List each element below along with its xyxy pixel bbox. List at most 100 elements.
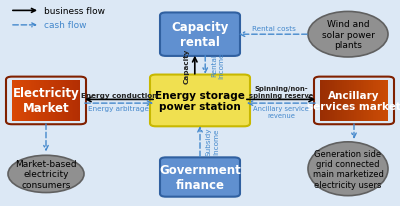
FancyBboxPatch shape	[26, 80, 28, 122]
Ellipse shape	[8, 156, 84, 193]
FancyBboxPatch shape	[322, 80, 324, 122]
FancyBboxPatch shape	[44, 80, 46, 122]
FancyBboxPatch shape	[75, 80, 77, 122]
Text: Electricity
Market: Electricity Market	[13, 87, 79, 115]
FancyBboxPatch shape	[374, 80, 376, 122]
Text: Rental costs: Rental costs	[252, 26, 296, 32]
FancyBboxPatch shape	[58, 80, 60, 122]
FancyBboxPatch shape	[22, 80, 24, 122]
FancyBboxPatch shape	[349, 80, 351, 122]
Text: Government
finance: Government finance	[159, 163, 241, 191]
FancyBboxPatch shape	[376, 80, 378, 122]
FancyBboxPatch shape	[78, 80, 80, 122]
FancyBboxPatch shape	[38, 80, 40, 122]
Text: Market-based
electricity
consumers: Market-based electricity consumers	[15, 159, 77, 189]
Text: Ancillary
services market: Ancillary services market	[307, 90, 400, 112]
FancyBboxPatch shape	[383, 80, 385, 122]
FancyBboxPatch shape	[72, 80, 74, 122]
FancyBboxPatch shape	[50, 80, 52, 122]
FancyBboxPatch shape	[335, 80, 338, 122]
FancyBboxPatch shape	[34, 80, 36, 122]
FancyBboxPatch shape	[150, 75, 250, 127]
FancyBboxPatch shape	[19, 80, 21, 122]
FancyBboxPatch shape	[344, 80, 346, 122]
FancyBboxPatch shape	[41, 80, 43, 122]
Ellipse shape	[308, 142, 388, 196]
FancyBboxPatch shape	[381, 80, 383, 122]
FancyBboxPatch shape	[323, 80, 326, 122]
FancyBboxPatch shape	[73, 80, 75, 122]
Text: business flow: business flow	[44, 7, 105, 16]
FancyBboxPatch shape	[347, 80, 349, 122]
FancyBboxPatch shape	[342, 80, 344, 122]
FancyBboxPatch shape	[17, 80, 19, 122]
FancyBboxPatch shape	[68, 80, 70, 122]
FancyBboxPatch shape	[358, 80, 360, 122]
Text: Rental
Income: Rental Income	[211, 52, 224, 79]
FancyBboxPatch shape	[20, 80, 22, 122]
FancyBboxPatch shape	[325, 80, 327, 122]
FancyBboxPatch shape	[65, 80, 67, 122]
FancyBboxPatch shape	[48, 80, 50, 122]
FancyBboxPatch shape	[12, 80, 14, 122]
Text: Generation side
grid connected
main marketized
electricity users: Generation side grid connected main mark…	[312, 149, 384, 189]
Text: Capacity
rental: Capacity rental	[171, 21, 229, 49]
Ellipse shape	[308, 12, 388, 58]
FancyBboxPatch shape	[77, 80, 79, 122]
FancyBboxPatch shape	[354, 80, 356, 122]
FancyBboxPatch shape	[327, 80, 329, 122]
FancyBboxPatch shape	[60, 80, 62, 122]
FancyBboxPatch shape	[36, 80, 38, 122]
FancyBboxPatch shape	[29, 80, 31, 122]
FancyBboxPatch shape	[362, 80, 365, 122]
Text: Energy arbitrage: Energy arbitrage	[88, 105, 149, 111]
FancyBboxPatch shape	[70, 80, 72, 122]
FancyBboxPatch shape	[340, 80, 342, 122]
Text: Energy conduction: Energy conduction	[81, 92, 157, 98]
FancyBboxPatch shape	[160, 13, 240, 57]
FancyBboxPatch shape	[337, 80, 339, 122]
FancyBboxPatch shape	[56, 80, 58, 122]
FancyBboxPatch shape	[27, 80, 30, 122]
FancyBboxPatch shape	[61, 80, 63, 122]
FancyBboxPatch shape	[386, 80, 388, 122]
FancyBboxPatch shape	[352, 80, 354, 122]
FancyBboxPatch shape	[14, 80, 16, 122]
FancyBboxPatch shape	[369, 80, 371, 122]
FancyBboxPatch shape	[350, 80, 353, 122]
FancyBboxPatch shape	[53, 80, 55, 122]
FancyBboxPatch shape	[54, 80, 57, 122]
FancyBboxPatch shape	[31, 80, 33, 122]
FancyBboxPatch shape	[339, 80, 341, 122]
FancyBboxPatch shape	[373, 80, 375, 122]
FancyBboxPatch shape	[380, 80, 382, 122]
FancyBboxPatch shape	[24, 80, 26, 122]
FancyBboxPatch shape	[361, 80, 363, 122]
FancyBboxPatch shape	[328, 80, 331, 122]
FancyBboxPatch shape	[356, 80, 358, 122]
FancyBboxPatch shape	[332, 80, 334, 122]
FancyBboxPatch shape	[330, 80, 332, 122]
Text: Subsidy
Income: Subsidy Income	[206, 127, 219, 155]
Text: Capacity: Capacity	[184, 48, 190, 83]
FancyBboxPatch shape	[66, 80, 68, 122]
Text: Wind and
solar power
plants: Wind and solar power plants	[322, 20, 374, 50]
FancyBboxPatch shape	[32, 80, 34, 122]
Text: Ancillary service
revenue: Ancillary service revenue	[253, 105, 309, 118]
FancyBboxPatch shape	[320, 80, 322, 122]
FancyBboxPatch shape	[334, 80, 336, 122]
FancyBboxPatch shape	[368, 80, 370, 122]
FancyBboxPatch shape	[63, 80, 65, 122]
FancyBboxPatch shape	[15, 80, 18, 122]
Text: Energy storage
power station: Energy storage power station	[155, 90, 245, 112]
FancyBboxPatch shape	[160, 158, 240, 197]
FancyBboxPatch shape	[43, 80, 45, 122]
FancyBboxPatch shape	[385, 80, 387, 122]
FancyBboxPatch shape	[39, 80, 41, 122]
FancyBboxPatch shape	[364, 80, 366, 122]
FancyBboxPatch shape	[359, 80, 361, 122]
FancyBboxPatch shape	[51, 80, 53, 122]
FancyBboxPatch shape	[346, 80, 348, 122]
FancyBboxPatch shape	[371, 80, 373, 122]
FancyBboxPatch shape	[366, 80, 368, 122]
